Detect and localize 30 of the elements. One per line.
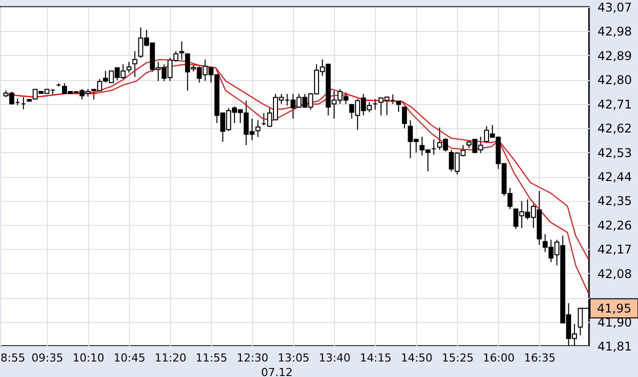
x-tick-label: 11:55 — [196, 352, 228, 364]
x-tick-label: 10:45 — [114, 352, 146, 364]
x-tick-label: 15:25 — [442, 352, 474, 364]
x-tick-label: 16:00 — [482, 352, 515, 364]
x-tick-label: 14:50 — [400, 352, 433, 364]
text: 07.12 — [261, 366, 293, 377]
x-tick-label: 13:05 — [278, 352, 310, 364]
y-tick-label: 42,80 — [598, 73, 632, 88]
y-tick-label: 42,44 — [598, 170, 632, 184]
x-tick-label: 09:35 — [32, 352, 64, 364]
x-tick-label: 16:35 — [524, 352, 556, 364]
y-tick-label: 42,62 — [598, 122, 632, 136]
y-tick-label: 42,98 — [598, 24, 632, 39]
y-tick-label: 42,08 — [598, 266, 632, 281]
y-tick-label: 42,53 — [598, 146, 632, 160]
x-tick-label: 8:55 — [0, 352, 26, 364]
x-tick-label: 11:20 — [154, 352, 186, 364]
y-tick-label: 42,26 — [598, 218, 632, 232]
x-tick-label: 13:40 — [318, 352, 350, 364]
x-tick-label: 14:15 — [360, 352, 392, 364]
y-tick-label: 41,90 — [598, 315, 632, 330]
x-tick-label: 12:30 — [236, 352, 268, 364]
y-tick-label: 42,89 — [598, 48, 632, 63]
annotation: 41,95 — [597, 301, 632, 316]
y-tick-label: 42,71 — [598, 97, 632, 112]
y-tick-label: 43,07 — [598, 0, 632, 14]
x-tick-label: 10:10 — [72, 352, 104, 364]
y-tick-label: 42,17 — [598, 242, 632, 257]
y-tick-label: 41,81 — [598, 340, 632, 354]
y-tick-label: 42,35 — [598, 194, 632, 208]
